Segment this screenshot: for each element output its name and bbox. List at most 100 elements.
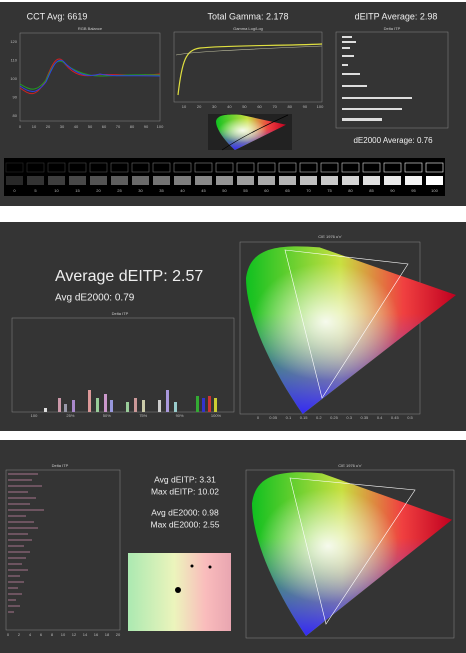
patch (68, 162, 87, 173)
tick-label: 50% (103, 413, 111, 418)
tick-label: 0.45 (391, 415, 400, 420)
tick-label: 0.15 (300, 415, 309, 420)
gamut-triangle (284, 249, 409, 399)
tick-label: 80 (130, 124, 135, 129)
tick-label: 80 (288, 104, 293, 109)
patch (320, 162, 339, 173)
bars (44, 390, 217, 412)
patch (69, 176, 86, 185)
tick-label: 100% (211, 413, 222, 418)
point (190, 564, 194, 568)
patch (131, 162, 150, 173)
tick-label: 110 (11, 58, 18, 63)
patch (111, 176, 128, 185)
gamut-triangle (289, 477, 416, 625)
patch (48, 176, 65, 185)
tick-label: 60 (102, 124, 107, 129)
tick-label: 40 (74, 124, 79, 129)
patch (425, 162, 444, 173)
tick-label: 100 (157, 124, 164, 129)
tick-label: 18 (105, 632, 110, 637)
deitp: dEITP Average: 2.98 (355, 11, 438, 21)
patch-label: 95 (411, 188, 416, 193)
patch-label: 25 (117, 188, 122, 193)
tick-label: 14 (83, 632, 88, 637)
patch (341, 162, 360, 173)
tick-label: 2 (18, 632, 21, 637)
tick-label: 70 (272, 104, 277, 109)
gamma: Total Gamma: 2.178 (207, 11, 288, 21)
patch-label: 0 (13, 188, 16, 193)
tick-label: 0.3 (346, 415, 352, 420)
patch-label: 45 (201, 188, 206, 193)
patch (258, 176, 275, 185)
tick-label: 25% (66, 413, 74, 418)
plot-area (335, 31, 449, 129)
tick-label: 90 (303, 104, 308, 109)
tick-label: 100 (10, 76, 17, 81)
patch (404, 162, 423, 173)
patch-label: 70 (306, 188, 311, 193)
patch (216, 176, 233, 185)
tick-label: 20 (116, 632, 121, 637)
patch (27, 176, 44, 185)
blue-line (19, 59, 161, 92)
tick-label: 100 (31, 413, 38, 418)
tick-label: 0.25 (330, 415, 339, 420)
tick-label: 90 (144, 124, 149, 129)
max-de2000: Max dE2000: 2.55 (151, 519, 220, 529)
patch (47, 162, 66, 173)
tick-label: 16 (94, 632, 99, 637)
patch-label: 20 (96, 188, 101, 193)
patch (405, 176, 422, 185)
plot-area (19, 32, 161, 122)
avg-de2000: Avg dE2000: 0.98 (151, 507, 219, 517)
tick-label: 20 (46, 124, 51, 129)
patch-label: 65 (285, 188, 290, 193)
locus (221, 114, 289, 151)
bars (342, 36, 412, 121)
patch (195, 176, 212, 185)
patch (152, 162, 171, 173)
patch (153, 176, 170, 185)
patch (5, 162, 24, 173)
patch (89, 162, 108, 173)
tick-label: 0.4 (377, 415, 383, 420)
target-line (175, 45, 323, 56)
patch-label: 100 (431, 188, 438, 193)
chart-title: CIE 1976 u'v' (338, 463, 362, 468)
chart-title: Delta ITP (52, 463, 69, 468)
tick-label: 0 (257, 415, 260, 420)
tick-label: 50 (88, 124, 93, 129)
patch (174, 176, 191, 185)
patch (278, 162, 297, 173)
patch-label: 80 (348, 188, 353, 193)
patch (257, 162, 276, 173)
chart-title: CIE 1976 u'v' (318, 234, 342, 239)
patch-label: 75 (327, 188, 332, 193)
patch (383, 162, 402, 173)
patch (321, 176, 338, 185)
tick-label: 90 (13, 95, 18, 100)
tick-label: 8 (51, 632, 54, 637)
patch (300, 176, 317, 185)
tick-label: 100 (317, 104, 324, 109)
tick-label: 0.35 (361, 415, 370, 420)
patch-label: 5 (34, 188, 37, 193)
tick-label: 0 (7, 632, 10, 637)
plot-area (245, 469, 455, 639)
patch (90, 176, 107, 185)
tick-label: 40 (227, 104, 232, 109)
patch (6, 176, 23, 185)
tick-label: 30 (60, 124, 65, 129)
patch-label: 85 (369, 188, 374, 193)
plot-area (239, 241, 421, 415)
de2000: dE2000 Average: 0.76 (353, 136, 433, 145)
tick-label: 0.5 (407, 415, 413, 420)
patch (426, 176, 443, 185)
patch (194, 162, 213, 173)
patch-label: 35 (159, 188, 164, 193)
patch (236, 162, 255, 173)
tick-label: 6 (40, 632, 43, 637)
patch (362, 162, 381, 173)
